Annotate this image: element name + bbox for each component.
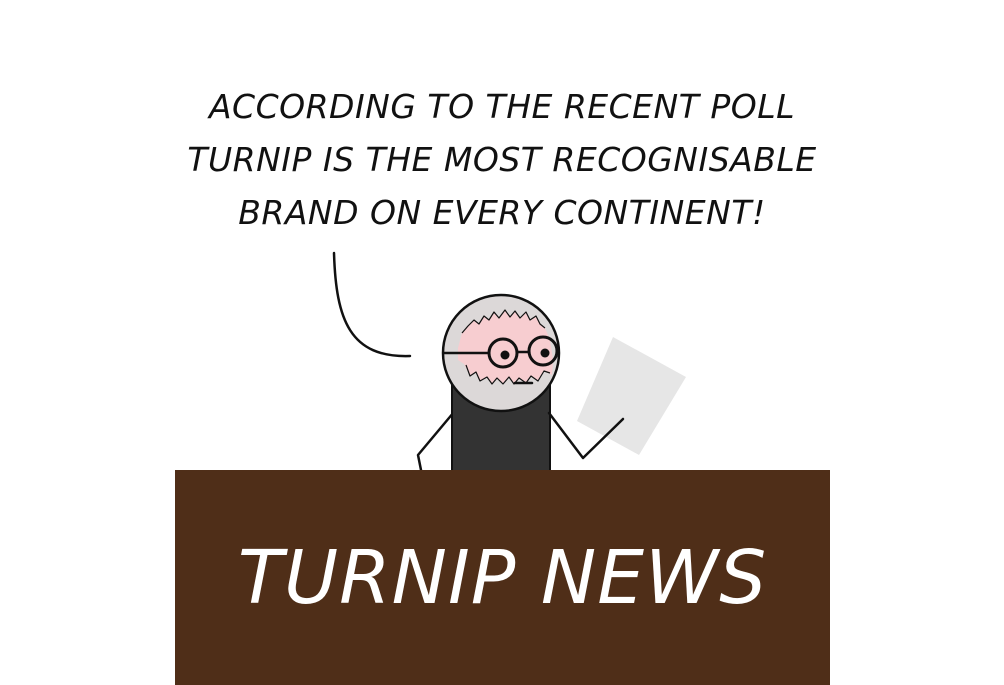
face-skin [458, 310, 553, 384]
right-eye [540, 348, 550, 358]
left-eye [500, 350, 510, 360]
beard-line [465, 364, 551, 385]
speech-tail [332, 251, 412, 358]
desk-label: TURNIP NEWS [237, 534, 768, 621]
left-arm [416, 410, 456, 472]
right-arm [547, 411, 625, 460]
paper-sheet [577, 337, 686, 455]
speech-text: ACCORDING TO THE RECENT POLL TURNIP IS T… [0, 80, 1004, 239]
speech-line-2: TURNIP IS THE MOST RECOGNISABLE [187, 140, 817, 179]
speech-line-1: ACCORDING TO THE RECENT POLL [208, 87, 796, 126]
hairline [461, 309, 546, 334]
news-desk [175, 470, 830, 685]
speech-line-3: BRAND ON EVERY CONTINENT! [238, 193, 766, 232]
